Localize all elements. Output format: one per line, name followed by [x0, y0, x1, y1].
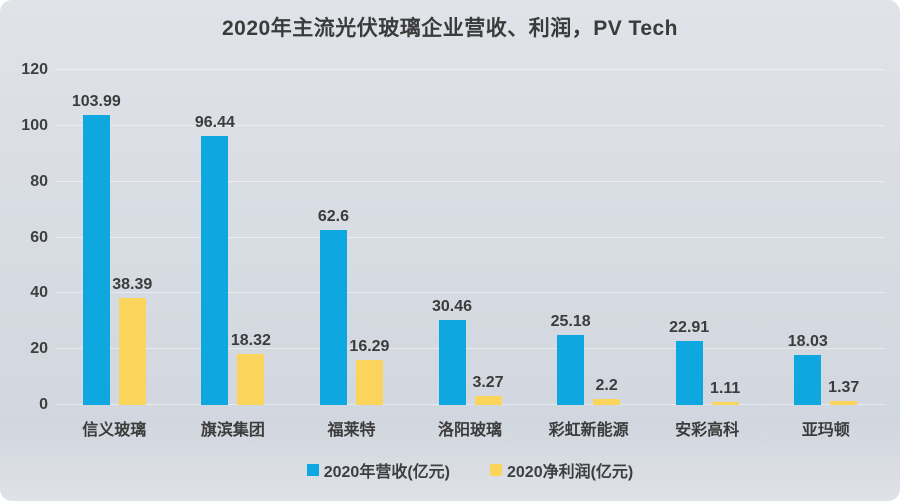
revenue-bar-wrap: 30.46	[432, 298, 472, 405]
category-label-6: 安彩高科	[675, 422, 740, 439]
profit-value-label: 1.11	[710, 379, 741, 397]
revenue-value-label: 103.99	[71, 92, 121, 110]
revenue-value-label: 25.18	[550, 312, 591, 330]
profit-bar-wrap: 16.29	[349, 338, 389, 405]
legend-label: 2020年营收(亿元)	[323, 464, 450, 481]
bar-group-4: 30.46 3.27 洛阳玻璃	[411, 70, 530, 439]
category-label-3: 福莱特	[327, 422, 376, 439]
legend-swatch-icon	[490, 464, 502, 476]
profit-bar-wrap: 1.37	[828, 380, 859, 405]
profit-bar	[474, 395, 502, 405]
y-tick-label-120: 120	[21, 61, 48, 78]
gridline-120	[55, 69, 885, 70]
gridline-100	[55, 124, 885, 126]
profit-value-label: 2.2	[595, 376, 618, 394]
y-tick-label-0: 0	[39, 396, 48, 413]
revenue-bar	[82, 114, 110, 405]
profit-bar	[355, 359, 383, 405]
profit-bar	[593, 398, 621, 405]
category-label-5: 彩虹新能源	[548, 422, 629, 439]
gridline-40	[55, 292, 885, 294]
y-tick-label-100: 100	[21, 116, 48, 134]
profit-bar-wrap: 38.39	[112, 276, 152, 405]
legend-label: 2020净利润(亿元)	[507, 464, 634, 481]
category-label-2: 旗滨集团	[200, 422, 265, 439]
bar-group-7: 18.03 1.37 亚玛顿	[766, 70, 885, 439]
plot-area: 103.99 38.39 信义玻璃 96.44 18.32 旗滨集团 62.6 16.29 福莱…	[55, 69, 885, 439]
profit-bar-wrap: 2.2	[593, 377, 621, 405]
y-tick-label-20: 20	[30, 340, 48, 358]
legend: 2020年营收(亿元) 2020净利润(亿元)	[55, 458, 885, 482]
y-tick-label-80: 80	[30, 172, 48, 190]
gridline-0	[55, 404, 885, 405]
profit-bar-wrap: 18.32	[231, 332, 271, 405]
category-label-1: 信义玻璃	[82, 422, 147, 439]
profit-value-label: 16.29	[349, 337, 390, 355]
category-label-7: 亚玛顿	[801, 422, 850, 439]
bar-group-2: 96.44 18.32 旗滨集团	[174, 70, 293, 439]
legend-item-profit: 2020净利润(亿元)	[490, 458, 633, 482]
profit-value-label: 1.37	[828, 379, 860, 397]
profit-bar-wrap: 3.27	[472, 374, 504, 405]
revenue-bar	[319, 230, 347, 405]
legend-swatch-icon	[306, 464, 319, 476]
profit-bar-wrap: 1.11	[710, 380, 740, 405]
revenue-bar	[201, 135, 229, 405]
profit-bar	[237, 353, 265, 405]
bar-group-5: 25.18 2.2 彩虹新能源	[529, 70, 648, 439]
profit-value-label: 3.27	[472, 373, 504, 391]
revenue-bar	[438, 319, 466, 405]
revenue-value-label: 62.6	[317, 208, 350, 226]
y-tick-label-40: 40	[30, 284, 48, 302]
revenue-bar	[675, 341, 703, 405]
category-label-4: 洛阳玻璃	[438, 422, 503, 439]
legend-item-revenue: 2020年营收(亿元)	[306, 458, 450, 482]
profit-bar	[711, 401, 739, 405]
profit-bar	[830, 401, 858, 405]
revenue-value-label: 30.46	[431, 297, 473, 315]
y-tick-label-60: 60	[30, 228, 48, 246]
revenue-bar-wrap: 62.6	[318, 209, 349, 405]
profit-value-label: 38.39	[112, 275, 153, 293]
gridline-60	[55, 236, 885, 238]
bar-group-3: 62.6 16.29 福莱特	[292, 70, 411, 439]
y-axis: 0 20 40 60 80 100 120	[8, 62, 48, 413]
profit-value-label: 18.32	[230, 331, 271, 349]
revenue-bar-wrap: 18.03	[788, 333, 828, 405]
revenue-bar-wrap: 22.91	[669, 320, 709, 405]
chart-title: 2020年主流光伏玻璃企业营收、利润，PV Tech	[221, 17, 679, 40]
revenue-value-label: 96.44	[194, 113, 235, 131]
gridline-20	[55, 348, 885, 350]
revenue-value-label: 18.03	[787, 332, 828, 350]
bar-groups: 103.99 38.39 信义玻璃 96.44 18.32 旗滨集团 62.6 16.29 福莱…	[55, 70, 885, 439]
bar-group-6: 22.91 1.11 安彩高科	[648, 70, 767, 439]
revenue-bar-wrap: 25.18	[551, 313, 591, 405]
gridline-80	[55, 180, 885, 182]
profit-bar	[118, 297, 146, 405]
bar-group-1: 103.99 38.39 信义玻璃	[55, 70, 174, 439]
revenue-value-label: 22.91	[669, 319, 710, 337]
revenue-bar	[794, 354, 822, 405]
revenue-bar-wrap: 103.99	[72, 93, 121, 405]
revenue-bar	[557, 334, 585, 405]
revenue-bar-wrap: 96.44	[195, 114, 235, 405]
